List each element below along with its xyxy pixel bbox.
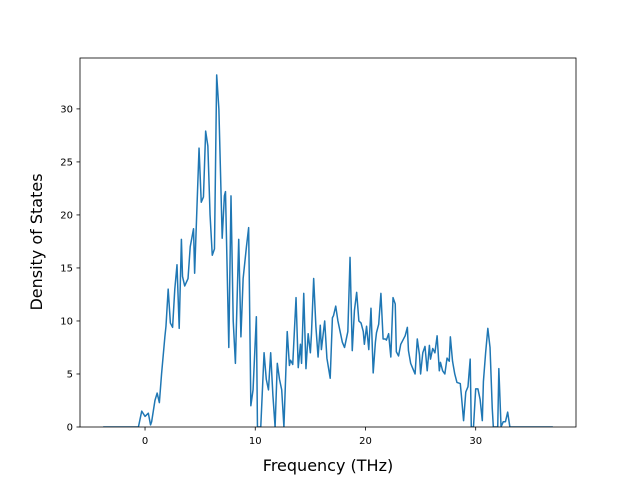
y-tick-label: 5 bbox=[67, 369, 73, 380]
y-tick-label: 10 bbox=[60, 316, 73, 327]
x-tick-label: 0 bbox=[142, 436, 148, 447]
plot-frame bbox=[79, 57, 577, 428]
y-tick-label: 25 bbox=[60, 157, 73, 168]
y-tick-label: 15 bbox=[60, 263, 73, 274]
y-tick-label: 0 bbox=[67, 423, 73, 434]
y-tick-label: 20 bbox=[60, 210, 73, 221]
x-tick-label: 30 bbox=[469, 436, 482, 447]
line bbox=[103, 74, 553, 427]
y-axis-label: Density of States bbox=[27, 173, 46, 310]
x-tick-label: 20 bbox=[359, 436, 372, 447]
y-tick-label: 30 bbox=[60, 104, 73, 115]
x-tick-label: 10 bbox=[249, 436, 262, 447]
x-axis-label: Frequency (THz) bbox=[263, 456, 393, 475]
